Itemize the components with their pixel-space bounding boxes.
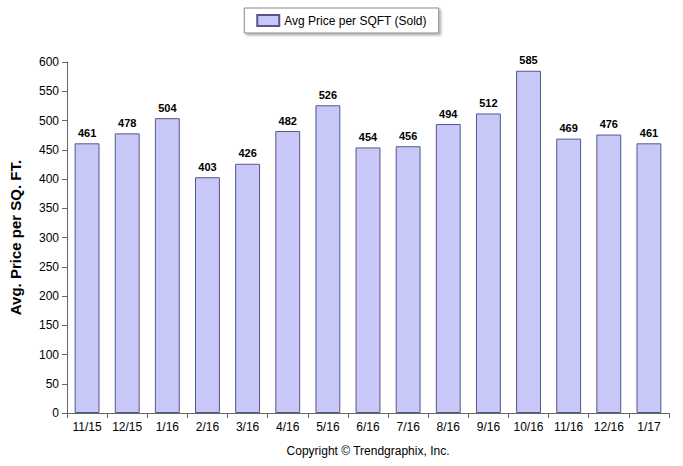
svg-text:512: 512: [479, 97, 497, 109]
svg-text:6/16: 6/16: [356, 420, 380, 434]
svg-text:200: 200: [39, 289, 59, 303]
svg-text:0: 0: [52, 406, 59, 420]
svg-text:1/17: 1/17: [637, 420, 661, 434]
svg-text:50: 50: [46, 377, 60, 391]
svg-text:526: 526: [319, 89, 337, 101]
svg-text:Avg Price per SQFT (Sold): Avg Price per SQFT (Sold): [284, 14, 426, 28]
svg-text:585: 585: [519, 54, 537, 66]
svg-text:8/16: 8/16: [437, 420, 461, 434]
svg-text:478: 478: [118, 117, 136, 129]
svg-text:494: 494: [439, 108, 458, 120]
svg-text:504: 504: [158, 102, 177, 114]
svg-text:350: 350: [39, 201, 59, 215]
svg-text:Avg. Price per SQ. FT.: Avg. Price per SQ. FT.: [7, 160, 24, 315]
svg-text:5/16: 5/16: [316, 420, 340, 434]
svg-text:476: 476: [600, 118, 618, 130]
svg-text:454: 454: [359, 131, 378, 143]
svg-text:500: 500: [39, 114, 59, 128]
svg-text:Copyright © Trendgraphix, Inc.: Copyright © Trendgraphix, Inc.: [287, 444, 450, 458]
svg-text:100: 100: [39, 348, 59, 362]
svg-text:550: 550: [39, 84, 59, 98]
svg-text:250: 250: [39, 260, 59, 274]
svg-text:3/16: 3/16: [236, 420, 260, 434]
svg-text:1/16: 1/16: [156, 420, 180, 434]
svg-text:7/16: 7/16: [396, 420, 420, 434]
svg-text:2/16: 2/16: [196, 420, 220, 434]
svg-text:12/15: 12/15: [112, 420, 142, 434]
svg-text:9/16: 9/16: [477, 420, 501, 434]
svg-text:150: 150: [39, 318, 59, 332]
svg-text:300: 300: [39, 231, 59, 245]
svg-text:456: 456: [399, 130, 417, 142]
svg-text:600: 600: [39, 55, 59, 69]
svg-text:482: 482: [279, 115, 297, 127]
svg-text:12/16: 12/16: [594, 420, 624, 434]
svg-text:450: 450: [39, 143, 59, 157]
svg-text:461: 461: [78, 127, 96, 139]
svg-text:426: 426: [238, 147, 256, 159]
svg-text:4/16: 4/16: [276, 420, 300, 434]
svg-text:403: 403: [198, 161, 216, 173]
svg-text:11/15: 11/15: [72, 420, 101, 434]
svg-text:469: 469: [559, 122, 577, 134]
svg-text:11/16: 11/16: [554, 420, 583, 434]
svg-text:461: 461: [640, 127, 658, 139]
svg-text:10/16: 10/16: [514, 420, 544, 434]
svg-text:400: 400: [39, 172, 59, 186]
